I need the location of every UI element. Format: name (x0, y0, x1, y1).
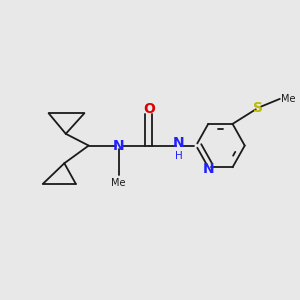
Text: S: S (253, 101, 263, 115)
Text: Me: Me (112, 178, 126, 188)
Text: N: N (173, 136, 185, 150)
Text: O: O (143, 102, 155, 116)
Text: N: N (113, 139, 124, 153)
Text: N: N (202, 162, 214, 176)
Text: H: H (175, 151, 183, 161)
Text: Me: Me (281, 94, 296, 104)
